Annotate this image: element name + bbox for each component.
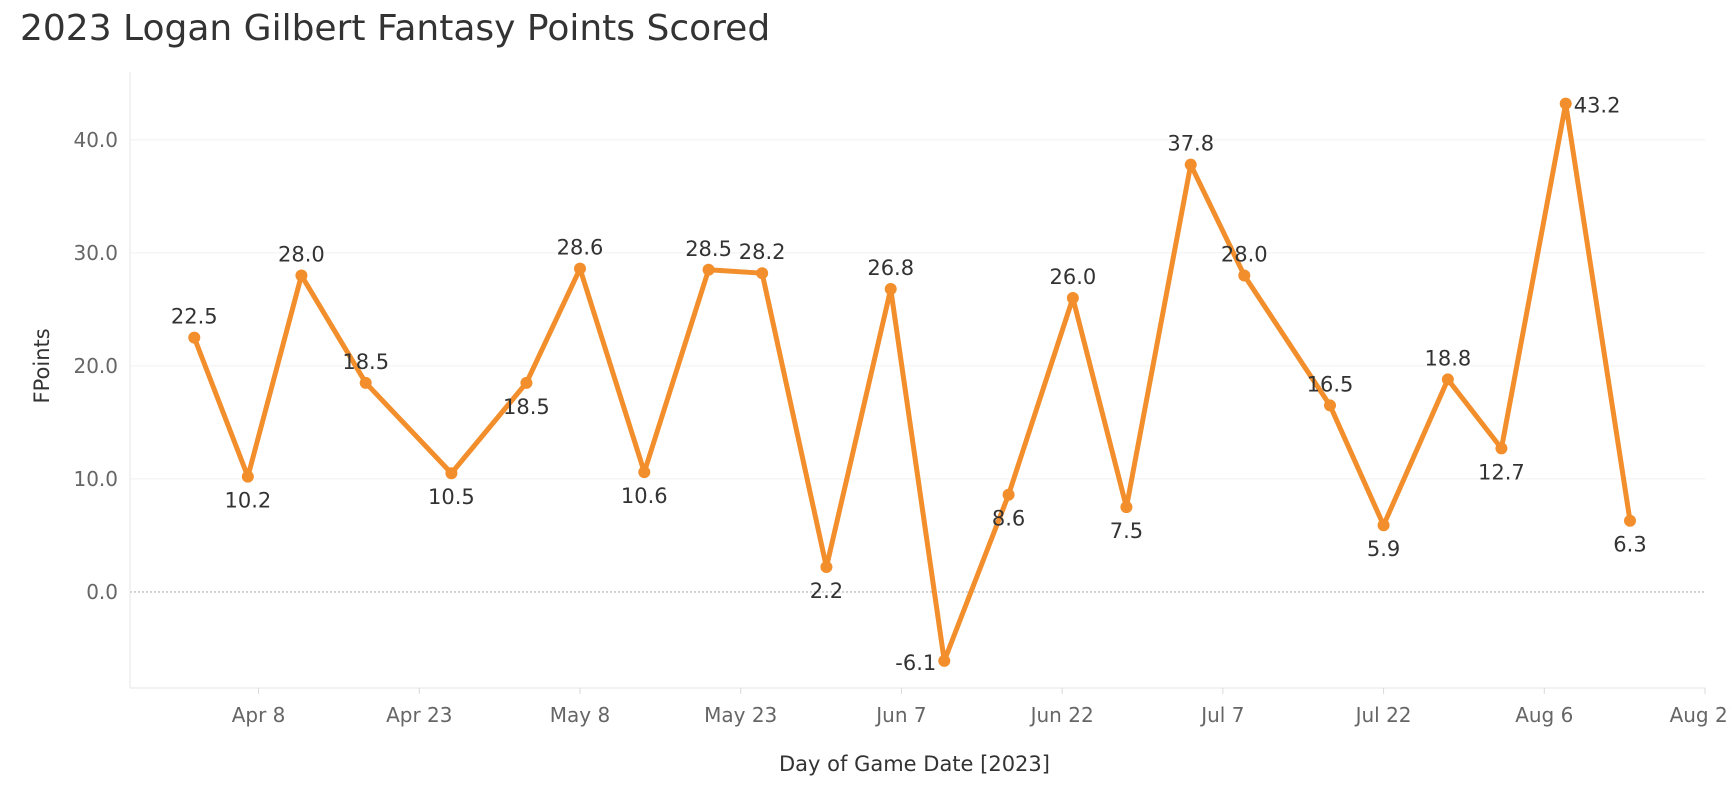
data-point: [1002, 488, 1015, 501]
data-label: 28.6: [557, 236, 604, 260]
data-point: [1238, 269, 1251, 282]
x-tick-label: Aug 6: [1515, 703, 1573, 727]
data-label: 26.8: [867, 256, 914, 280]
data-point: [1495, 442, 1508, 455]
data-point: [1441, 373, 1454, 386]
data-label: 12.7: [1478, 460, 1525, 484]
data-label: 28.0: [278, 242, 325, 266]
chart-title: 2023 Logan Gilbert Fantasy Points Scored: [20, 8, 771, 49]
data-point: [574, 262, 586, 275]
x-axis-title: Day of Game Date [2023]: [779, 752, 1050, 776]
data-label: 18.8: [1424, 346, 1471, 370]
data-point: [1324, 399, 1336, 412]
data-label: 43.2: [1574, 94, 1621, 118]
y-tick-label: 0.0: [86, 580, 118, 604]
data-label: 28.0: [1221, 242, 1268, 266]
data-label: 28.2: [739, 240, 786, 264]
data-point: [1559, 97, 1572, 110]
data-label: 10.2: [224, 489, 271, 513]
x-tick-label: Jul 7: [1199, 703, 1244, 727]
data-label: 18.5: [342, 350, 389, 374]
data-label: 8.6: [992, 507, 1025, 531]
x-tick-label: Apr 8: [232, 703, 286, 727]
data-label: -6.1: [895, 651, 936, 675]
axis-layer: 0.0 10.0 20.0 30.0 40.0 Apr 8 Apr 23 May 8 May 2…: [30, 72, 1730, 776]
data-point: [884, 283, 897, 296]
x-tick-label: May 8: [550, 703, 610, 727]
data-label: 5.9: [1367, 537, 1400, 561]
data-point: [638, 466, 651, 479]
data-label: 16.5: [1307, 372, 1354, 396]
data-point: [359, 376, 372, 389]
x-tick-label: Jun 22: [1029, 703, 1094, 727]
data-point: [295, 269, 308, 282]
data-point: [1066, 292, 1079, 305]
x-tick-label: Aug 21: [1670, 703, 1730, 727]
data-point: [1120, 501, 1133, 514]
data-label: 7.5: [1110, 519, 1143, 543]
data-label: 37.8: [1167, 132, 1214, 156]
series-line: [191, 101, 1633, 664]
data-point: [702, 263, 715, 276]
data-label: 10.5: [428, 485, 475, 509]
x-tick-label: May 23: [704, 703, 777, 727]
data-point: [756, 267, 769, 280]
y-tick-label: 20.0: [73, 354, 118, 378]
label-layer: 22.5 10.2 28.0 18.5 10.5 18.5 28.6 10.6 28.5 28.2…: [171, 94, 1647, 675]
data-point: [1377, 519, 1390, 532]
data-label: 2.2: [810, 579, 843, 603]
x-tick-label: Jun 7: [874, 703, 926, 727]
y-tick-label: 30.0: [73, 241, 118, 265]
data-point: [938, 654, 951, 667]
data-label: 26.0: [1049, 265, 1096, 289]
data-label: 18.5: [503, 395, 550, 419]
data-point: [820, 561, 833, 574]
line-layer: [191, 101, 1633, 664]
x-tick-label: Apr 23: [386, 703, 452, 727]
data-point: [241, 470, 254, 483]
data-label: 28.5: [685, 237, 732, 261]
data-label: 22.5: [171, 305, 218, 329]
data-label: 10.6: [621, 484, 668, 508]
data-point: [1184, 158, 1197, 171]
data-label: 6.3: [1613, 533, 1646, 557]
data-point: [520, 376, 533, 389]
y-tick-label: 10.0: [73, 467, 118, 491]
data-point: [188, 331, 201, 344]
y-tick-label: 40.0: [73, 128, 118, 152]
x-tick-label: Jul 22: [1354, 703, 1412, 727]
data-point: [1624, 514, 1636, 527]
point-layer: [188, 97, 1636, 667]
y-axis-title: FPoints: [30, 328, 54, 403]
data-point: [445, 467, 458, 480]
